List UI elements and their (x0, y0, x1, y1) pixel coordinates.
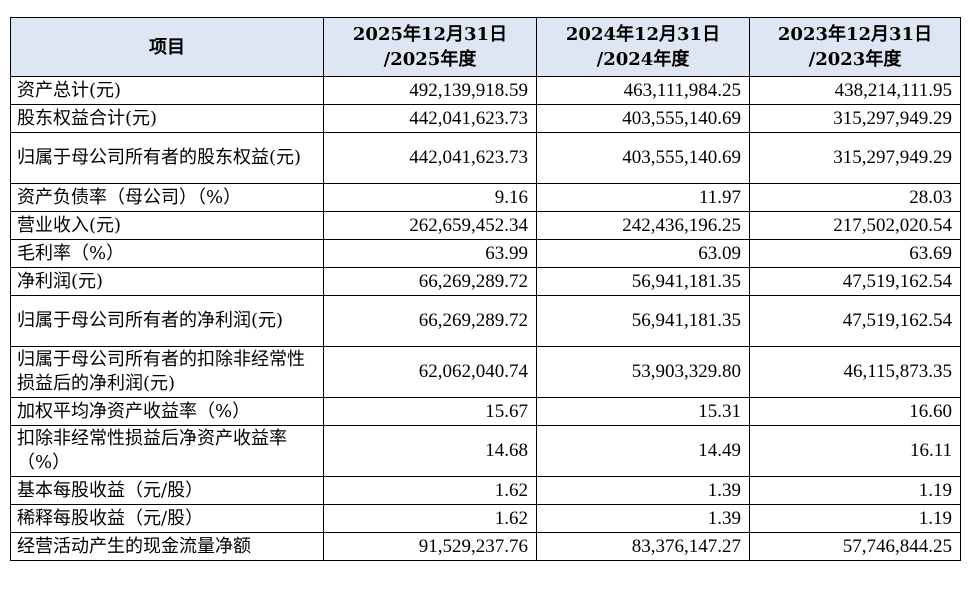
table-row: 归属于母公司所有者的股东权益(元) 442,041,623.73 403,555… (10, 132, 961, 184)
row-label: 毛利率（%） (10, 239, 324, 268)
cell-2024: 1.39 (536, 504, 750, 533)
cell-2024: 463,111,984.25 (536, 76, 750, 105)
table-row: 基本每股收益（元/股） 1.62 1.39 1.19 (10, 476, 961, 505)
table-row: 稀释每股收益（元/股） 1.62 1.39 1.19 (10, 504, 961, 533)
header-period-date: 2025年12月31日 (352, 24, 508, 45)
cell-2023: 315,297,949.29 (749, 104, 961, 133)
table-row: 净利润(元) 66,269,289.72 56,941,181.35 47,51… (10, 267, 961, 296)
cell-2023: 57,746,844.25 (749, 532, 961, 561)
row-label: 净利润(元) (10, 267, 324, 296)
cell-2024: 242,436,196.25 (536, 211, 750, 240)
row-label: 资产总计(元) (10, 76, 324, 105)
cell-2024: 403,555,140.69 (536, 132, 750, 184)
header-row: 项目 2025年12月31日 /2025年度 2024年12月31日 /2024… (10, 17, 961, 77)
table-row: 归属于母公司所有者的净利润(元) 66,269,289.72 56,941,18… (10, 295, 961, 347)
row-label: 扣除非经常性损益后净资产收益率（%） (10, 425, 324, 477)
cell-2025: 62,062,040.74 (323, 346, 537, 398)
header-period-year: /2025年度 (383, 49, 477, 70)
cell-2024: 56,941,181.35 (536, 295, 750, 347)
header-period-2025: 2025年12月31日 /2025年度 (323, 17, 537, 77)
header-period-date: 2023年12月31日 (777, 24, 933, 45)
cell-2023: 46,115,873.35 (749, 346, 961, 398)
cell-2023: 47,519,162.54 (749, 267, 961, 296)
row-label: 归属于母公司所有者的股东权益(元) (10, 132, 324, 184)
cell-2024: 63.09 (536, 239, 750, 268)
cell-2023: 1.19 (749, 476, 961, 505)
cell-2025: 442,041,623.73 (323, 104, 537, 133)
row-label: 归属于母公司所有者的扣除非经常性损益后的净利润(元) (10, 346, 324, 398)
cell-2024: 15.31 (536, 397, 750, 426)
financial-summary-table: 项目 2025年12月31日 /2025年度 2024年12月31日 /2024… (10, 17, 961, 561)
row-label: 归属于母公司所有者的净利润(元) (10, 295, 324, 347)
cell-2025: 1.62 (323, 504, 537, 533)
table-row: 扣除非经常性损益后净资产收益率（%） 14.68 14.49 16.11 (10, 425, 961, 477)
cell-2023: 63.69 (749, 239, 961, 268)
table-row: 毛利率（%） 63.99 63.09 63.69 (10, 239, 961, 268)
cell-2024: 1.39 (536, 476, 750, 505)
table-row: 归属于母公司所有者的扣除非经常性损益后的净利润(元) 62,062,040.74… (10, 346, 961, 398)
row-label: 经营活动产生的现金流量净额 (10, 532, 324, 561)
table-row: 加权平均净资产收益率（%） 15.67 15.31 16.60 (10, 397, 961, 426)
cell-2025: 91,529,237.76 (323, 532, 537, 561)
cell-2025: 1.62 (323, 476, 537, 505)
cell-2023: 28.03 (749, 183, 961, 212)
cell-2023: 1.19 (749, 504, 961, 533)
cell-2025: 492,139,918.59 (323, 76, 537, 105)
row-label: 资产负债率（母公司）（%） (10, 183, 324, 212)
cell-2025: 66,269,289.72 (323, 295, 537, 347)
cell-2025: 63.99 (323, 239, 537, 268)
cell-2023: 47,519,162.54 (749, 295, 961, 347)
cell-2025: 15.67 (323, 397, 537, 426)
cell-2023: 438,214,111.95 (749, 76, 961, 105)
cell-2023: 16.11 (749, 425, 961, 477)
cell-2025: 9.16 (323, 183, 537, 212)
cell-2025: 66,269,289.72 (323, 267, 537, 296)
cell-2025: 14.68 (323, 425, 537, 477)
cell-2024: 11.97 (536, 183, 750, 212)
cell-2025: 262,659,452.34 (323, 211, 537, 240)
header-period-year: /2023年度 (808, 49, 902, 70)
cell-2024: 56,941,181.35 (536, 267, 750, 296)
row-label: 营业收入(元) (10, 211, 324, 240)
cell-2023: 16.60 (749, 397, 961, 426)
header-item: 项目 (10, 17, 324, 77)
cell-2025: 442,041,623.73 (323, 132, 537, 184)
header-period-year: /2024年度 (596, 49, 690, 70)
header-period-2023: 2023年12月31日 /2023年度 (749, 17, 961, 77)
table-row: 营业收入(元) 262,659,452.34 242,436,196.25 21… (10, 211, 961, 240)
table-row: 资产总计(元) 492,139,918.59 463,111,984.25 43… (10, 76, 961, 105)
header-period-2024: 2024年12月31日 /2024年度 (536, 17, 750, 77)
cell-2024: 403,555,140.69 (536, 104, 750, 133)
row-label: 基本每股收益（元/股） (10, 476, 324, 505)
row-label: 股东权益合计(元) (10, 104, 324, 133)
cell-2024: 83,376,147.27 (536, 532, 750, 561)
table-row: 股东权益合计(元) 442,041,623.73 403,555,140.69 … (10, 104, 961, 133)
table-row: 经营活动产生的现金流量净额 91,529,237.76 83,376,147.2… (10, 532, 961, 561)
header-period-date: 2024年12月31日 (565, 24, 721, 45)
row-label: 稀释每股收益（元/股） (10, 504, 324, 533)
cell-2024: 14.49 (536, 425, 750, 477)
cell-2024: 53,903,329.80 (536, 346, 750, 398)
cell-2023: 217,502,020.54 (749, 211, 961, 240)
table-row: 资产负债率（母公司）（%） 9.16 11.97 28.03 (10, 183, 961, 212)
cell-2023: 315,297,949.29 (749, 132, 961, 184)
row-label: 加权平均净资产收益率（%） (10, 397, 324, 426)
